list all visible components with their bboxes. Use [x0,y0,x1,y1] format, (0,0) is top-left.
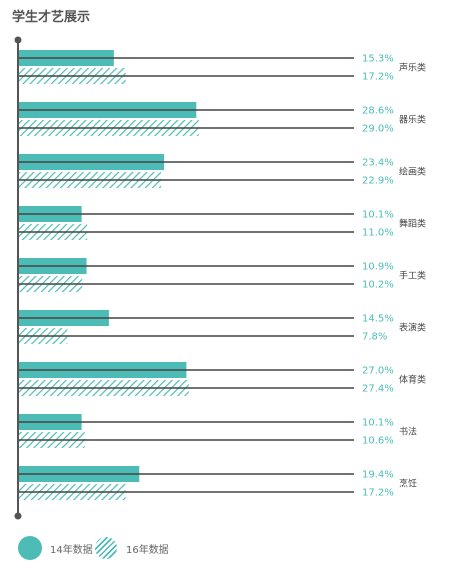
value-label-16-1: 17.2% [362,72,394,83]
category-label-6: 表演类 [399,322,426,334]
value-label-14-8: 10.1% [362,418,394,429]
value-label-14-1: 15.3% [362,54,394,65]
value-label-14-5: 10.9% [362,262,394,273]
value-label-16-9: 17.2% [362,488,394,499]
value-label-16-6: 7.8% [362,332,387,343]
value-label-16-7: 27.4% [362,384,394,395]
category-label-5: 手工类 [399,270,426,282]
legend-swatch-solid [18,536,42,560]
leader-lines-layer [19,57,354,493]
value-label-16-2: 29.0% [362,124,394,135]
category-label-4: 舞蹈类 [399,218,426,230]
value-label-14-4: 10.1% [362,210,394,221]
category-label-1: 声乐类 [399,62,426,74]
category-label-7: 体育类 [399,374,426,386]
legend-label-14: 14年数据 [50,544,93,556]
category-label-9: 烹饪 [399,478,417,490]
bars-layer [19,50,199,500]
chart-title: 学生才艺展示 [12,10,91,25]
legend-swatch-hatched [94,536,118,560]
value-label-14-2: 28.6% [362,106,394,117]
value-label-14-3: 23.4% [362,158,394,169]
value-label-14-9: 19.4% [362,470,394,481]
value-label-14-7: 27.0% [362,366,394,377]
category-label-8: 书法 [399,426,417,438]
value-label-16-4: 11.0% [362,228,394,239]
y-axis-cap-top [14,36,22,44]
legend-label-16: 16年数据 [126,544,169,556]
value-label-14-6: 14.5% [362,314,394,325]
value-label-16-3: 22.9% [362,176,394,187]
value-label-16-8: 10.6% [362,436,394,447]
legend-item-16: 16年数据 [94,536,169,560]
labels-layer: 15.3% 17.2% 声乐类 28.6% 29.0% 器乐类 23.4% 22.9% 绘画类 1… [362,54,426,499]
legend-item-14: 14年数据 [18,536,93,560]
value-label-16-5: 10.2% [362,280,394,291]
category-label-3: 绘画类 [399,166,426,178]
category-label-2: 器乐类 [399,114,426,126]
y-axis-cap-bottom [14,512,22,520]
